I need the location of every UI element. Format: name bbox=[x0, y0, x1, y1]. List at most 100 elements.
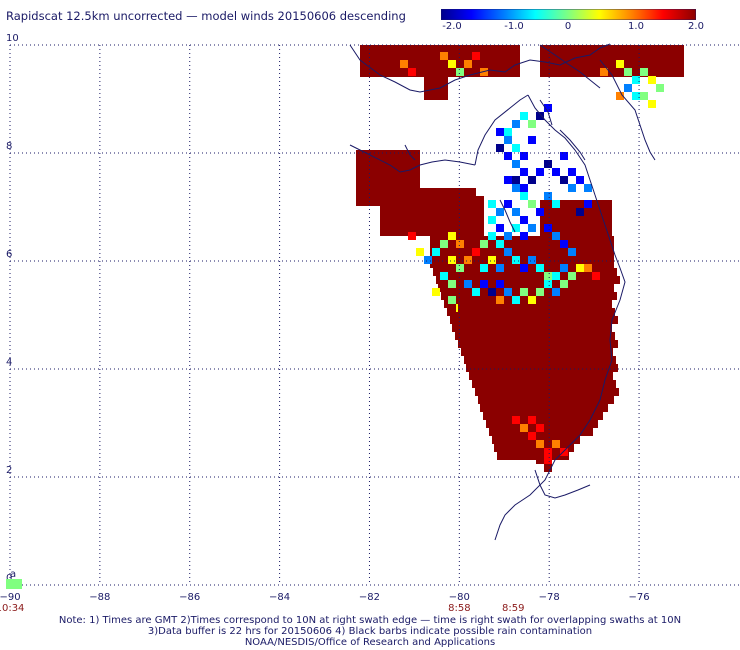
heat-cell bbox=[607, 308, 615, 316]
heat-cell bbox=[569, 428, 577, 436]
heat-cell bbox=[380, 228, 388, 236]
heat-cell bbox=[436, 228, 444, 236]
heat-cell bbox=[568, 272, 576, 280]
heat-cell bbox=[400, 53, 408, 61]
heat-cell bbox=[558, 252, 566, 260]
heat-cell bbox=[452, 188, 460, 196]
heat-cell bbox=[566, 420, 574, 428]
heat-cell bbox=[560, 152, 568, 160]
heat-cell bbox=[547, 412, 555, 420]
heat-cell bbox=[504, 356, 512, 364]
heat-cell bbox=[364, 190, 372, 198]
heat-cell bbox=[528, 224, 536, 232]
heat-cell bbox=[433, 268, 441, 276]
heat-cell bbox=[380, 182, 388, 190]
heat-cell bbox=[412, 220, 420, 228]
heat-cell bbox=[424, 53, 432, 61]
heat-cell bbox=[590, 260, 598, 268]
heat-cell bbox=[458, 316, 466, 324]
heat-cell bbox=[440, 92, 448, 100]
heat-cell bbox=[548, 45, 556, 53]
heat-cell bbox=[620, 45, 628, 53]
heat-cell bbox=[457, 292, 465, 300]
heat-cell bbox=[494, 420, 502, 428]
heat-cell bbox=[440, 84, 448, 92]
heat-cell bbox=[388, 204, 396, 212]
heat-cell bbox=[504, 53, 512, 61]
heat-cell bbox=[501, 372, 509, 380]
heat-cell bbox=[587, 388, 595, 396]
heat-cell bbox=[592, 380, 600, 388]
heat-cell bbox=[502, 420, 510, 428]
heat-cell bbox=[452, 204, 460, 212]
heat-cell bbox=[564, 324, 572, 332]
heat-cell bbox=[580, 216, 588, 224]
heat-cell bbox=[384, 53, 392, 61]
heat-cell bbox=[478, 252, 486, 260]
heat-cell bbox=[480, 264, 488, 272]
heat-cell bbox=[574, 244, 582, 252]
heat-cell bbox=[476, 220, 484, 228]
heat-cell bbox=[440, 61, 448, 69]
y-tick-label: 4 bbox=[6, 357, 12, 368]
heat-cell bbox=[388, 196, 396, 204]
heat-cell bbox=[520, 192, 528, 200]
heat-cell bbox=[466, 308, 474, 316]
heat-cell bbox=[546, 316, 554, 324]
heat-cell bbox=[592, 272, 600, 280]
heat-cell bbox=[560, 380, 568, 388]
heat-cell bbox=[668, 45, 676, 53]
heat-cell bbox=[572, 45, 580, 53]
heat-cell bbox=[533, 372, 541, 380]
heat-cell bbox=[448, 256, 456, 264]
heat-cell bbox=[432, 61, 440, 69]
heat-cell bbox=[572, 216, 580, 224]
heat-cell bbox=[557, 348, 565, 356]
heat-cell bbox=[492, 324, 500, 332]
heat-cell bbox=[528, 136, 536, 144]
heat-cell bbox=[636, 61, 644, 69]
heat-cell bbox=[504, 152, 512, 160]
heat-cell bbox=[560, 264, 568, 272]
heat-cell bbox=[544, 192, 552, 200]
heat-cell bbox=[596, 232, 604, 240]
heat-cell bbox=[356, 150, 364, 158]
heat-cell bbox=[584, 184, 592, 192]
heat-cell bbox=[504, 404, 512, 412]
heat-cell bbox=[580, 45, 588, 53]
heat-cell bbox=[404, 190, 412, 198]
heat-cell bbox=[640, 92, 648, 100]
heat-cell bbox=[597, 348, 605, 356]
heat-cell bbox=[555, 388, 563, 396]
heat-cell bbox=[519, 308, 527, 316]
heat-cell bbox=[388, 174, 396, 182]
heat-cell bbox=[396, 166, 404, 174]
heat-cell bbox=[512, 120, 520, 128]
heat-cell bbox=[598, 260, 606, 268]
heat-cell bbox=[533, 348, 541, 356]
heat-cell bbox=[598, 396, 606, 404]
heat-cell bbox=[456, 68, 464, 76]
heat-cell bbox=[460, 212, 468, 220]
heat-cell bbox=[396, 196, 404, 204]
heat-cell bbox=[605, 348, 613, 356]
heat-cell bbox=[582, 284, 590, 292]
heat-cell bbox=[380, 220, 388, 228]
coastline bbox=[349, 43, 656, 541]
map-title: Rapidscat 12.5km uncorrected — model win… bbox=[6, 9, 406, 23]
heat-cell bbox=[364, 198, 372, 206]
heat-cell bbox=[376, 53, 384, 61]
heat-cell bbox=[513, 268, 521, 276]
heat-cell bbox=[596, 53, 604, 61]
heat-cell bbox=[511, 308, 519, 316]
heat-cell bbox=[528, 380, 536, 388]
heat-cell bbox=[452, 324, 460, 332]
heat-cell bbox=[440, 69, 448, 77]
heat-cell bbox=[540, 216, 548, 224]
heat-cell bbox=[528, 432, 536, 440]
heat-cell bbox=[605, 372, 613, 380]
heat-cell bbox=[525, 348, 533, 356]
heat-cell bbox=[596, 324, 604, 332]
heat-cell bbox=[356, 158, 364, 166]
